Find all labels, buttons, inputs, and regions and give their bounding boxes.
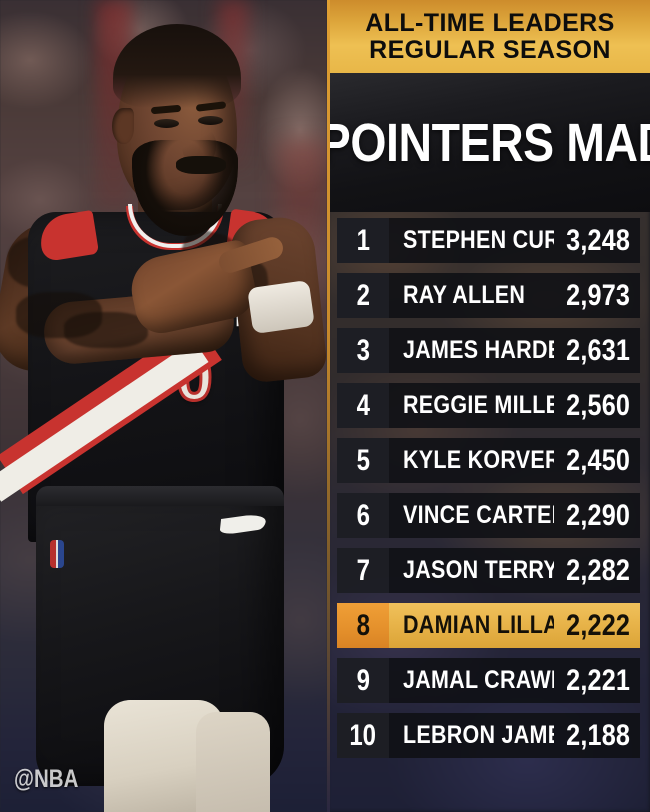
- leaderboard-row: 8 DAMIAN LILLARD 2,222: [337, 603, 640, 648]
- row-value-text: 2,222: [566, 608, 630, 642]
- row-rank-text: 1: [356, 223, 370, 257]
- row-player-name-text: REGGIE MILLER: [403, 391, 554, 419]
- row-rank: 5: [337, 438, 389, 483]
- row-rank: 10: [337, 713, 389, 758]
- player-leg-right: [196, 712, 270, 812]
- row-value-text: 2,973: [566, 278, 630, 312]
- row-rank-text: 7: [356, 553, 370, 587]
- row-value-text: 2,188: [566, 718, 630, 752]
- row-rank-text: 9: [356, 663, 370, 697]
- row-player-name-text: VINCE CARTER: [403, 501, 554, 529]
- row-value-text: 2,631: [566, 333, 630, 367]
- leaderboard-list: 1 STEPHEN CURRY 3,248 2 RAY ALLEN 2,973 3 JAMES…: [330, 218, 650, 768]
- title-block: 3-POINTERS MADE: [327, 73, 650, 212]
- player-figure: PORTLAND 0: [0, 24, 327, 812]
- leaderboard-row: 1 STEPHEN CURRY 3,248: [337, 218, 640, 263]
- row-value: 2,221: [554, 658, 640, 703]
- row-player-name-text: DAMIAN LILLARD: [403, 611, 554, 639]
- row-value: 2,188: [554, 713, 640, 758]
- row-value: 2,222: [554, 603, 640, 648]
- tattoo-sleeve-3: [64, 312, 148, 348]
- row-player-name-text: JAMES HARDEN: [403, 336, 554, 364]
- nba-watermark: @NBA: [14, 765, 79, 793]
- leaderboard-row: 10 LEBRON JAMES 2,188: [337, 713, 640, 758]
- player-ear: [112, 108, 134, 144]
- leaderboard-row: 5 KYLE KORVER 2,450: [337, 438, 640, 483]
- player-eye-left: [154, 119, 179, 128]
- player-photo: PORTLAND 0 @NBA: [0, 0, 327, 812]
- row-rank-text: 8: [356, 608, 370, 642]
- row-rank-text: 6: [356, 498, 370, 532]
- row-rank: 3: [337, 328, 389, 373]
- row-value: 2,631: [554, 328, 640, 373]
- row-value-text: 2,450: [566, 443, 630, 477]
- nba-logo-icon: [50, 540, 64, 568]
- leaderboard-row: 2 RAY ALLEN 2,973: [337, 273, 640, 318]
- player-eye-right: [198, 116, 223, 125]
- row-value: 2,450: [554, 438, 640, 483]
- row-player-name: LEBRON JAMES: [389, 713, 554, 758]
- row-player-name-text: JAMAL CRAWFORD: [403, 666, 554, 694]
- player-wristband: [247, 279, 315, 335]
- row-rank-text: 10: [349, 718, 377, 752]
- leaderboard-row: 7 JASON TERRY 2,282: [337, 548, 640, 593]
- row-player-name: JAMES HARDEN: [389, 328, 554, 373]
- leaderboard-row: 3 JAMES HARDEN 2,631: [337, 328, 640, 373]
- row-rank: 9: [337, 658, 389, 703]
- banner-line-1: ALL-TIME LEADERS: [365, 9, 615, 37]
- shorts-waistband: [36, 486, 284, 506]
- row-value-text: 2,221: [566, 663, 630, 697]
- row-rank-text: 3: [356, 333, 370, 367]
- row-player-name-text: KYLE KORVER: [403, 446, 554, 474]
- row-value: 2,290: [554, 493, 640, 538]
- row-player-name: JAMAL CRAWFORD: [389, 658, 554, 703]
- row-player-name-text: RAY ALLEN: [403, 281, 526, 309]
- row-value-text: 2,560: [566, 388, 630, 422]
- row-value: 3,248: [554, 218, 640, 263]
- player-hair: [113, 24, 241, 108]
- row-player-name-text: LEBRON JAMES: [403, 721, 554, 749]
- row-player-name: STEPHEN CURRY: [389, 218, 554, 263]
- row-value-text: 3,248: [566, 223, 630, 257]
- row-player-name-text: STEPHEN CURRY: [403, 226, 554, 254]
- row-player-name-text: JASON TERRY: [403, 556, 554, 584]
- row-value-text: 2,282: [566, 553, 630, 587]
- panel-left-border: [327, 0, 330, 812]
- row-rank-text: 4: [356, 388, 370, 422]
- row-player-name: DAMIAN LILLARD: [389, 603, 554, 648]
- row-rank-text: 2: [356, 278, 370, 312]
- row-value: 2,282: [554, 548, 640, 593]
- row-player-name: VINCE CARTER: [389, 493, 554, 538]
- row-player-name: JASON TERRY: [389, 548, 554, 593]
- row-rank: 8: [337, 603, 389, 648]
- row-rank: 6: [337, 493, 389, 538]
- row-player-name: REGGIE MILLER: [389, 383, 554, 428]
- row-player-name: RAY ALLEN: [389, 273, 554, 318]
- row-value: 2,560: [554, 383, 640, 428]
- row-rank: 2: [337, 273, 389, 318]
- page-title: 3-POINTERS MADE: [327, 112, 650, 173]
- player-mustache: [176, 156, 226, 174]
- row-player-name: KYLE KORVER: [389, 438, 554, 483]
- row-rank-text: 5: [356, 443, 370, 477]
- stats-panel: ALL-TIME LEADERS REGULAR SEASON 3-POINTE…: [327, 0, 650, 812]
- leaderboard-row: 9 JAMAL CRAWFORD 2,221: [337, 658, 640, 703]
- row-rank: 1: [337, 218, 389, 263]
- leaderboard-row: 6 VINCE CARTER 2,290: [337, 493, 640, 538]
- banner-line-2: REGULAR SEASON: [369, 35, 611, 64]
- row-value: 2,973: [554, 273, 640, 318]
- row-rank: 7: [337, 548, 389, 593]
- header-banner: ALL-TIME LEADERS REGULAR SEASON: [330, 0, 650, 73]
- row-rank: 4: [337, 383, 389, 428]
- row-value-text: 2,290: [566, 498, 630, 532]
- leaderboard-row: 4 REGGIE MILLER 2,560: [337, 383, 640, 428]
